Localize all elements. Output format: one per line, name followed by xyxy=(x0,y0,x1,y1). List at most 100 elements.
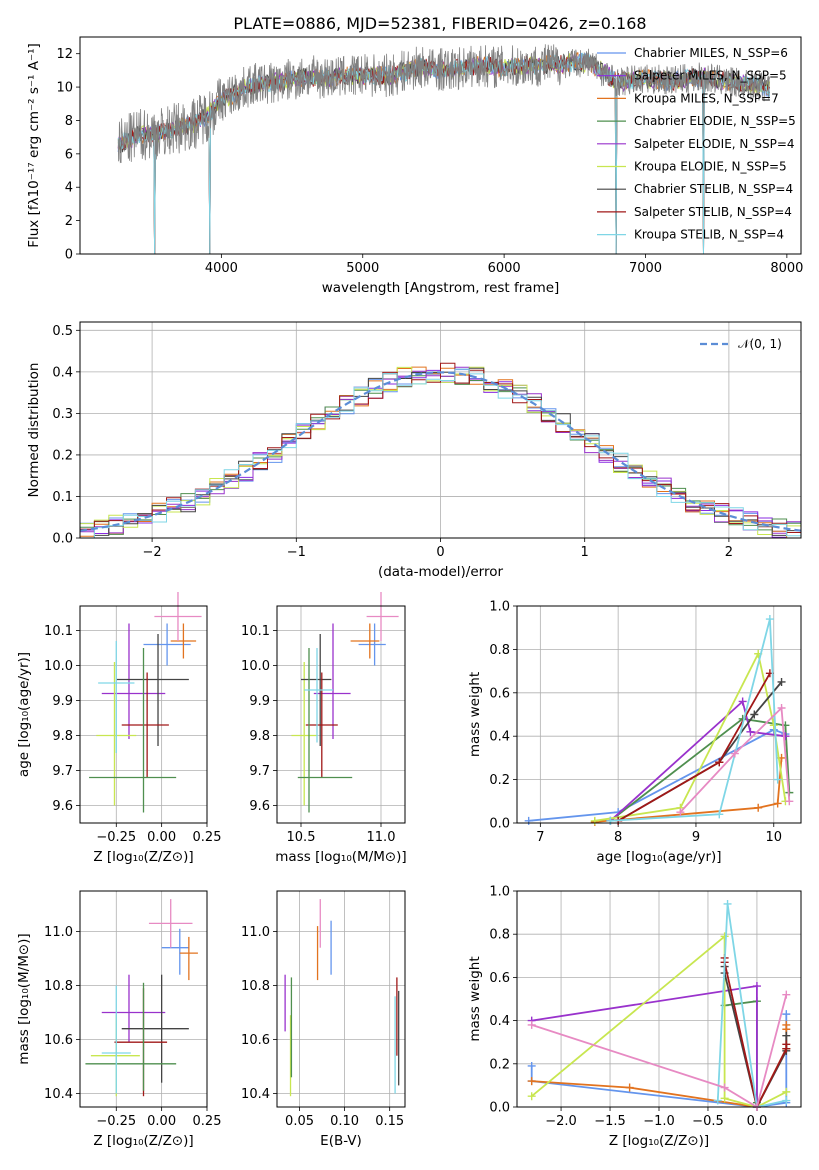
axes-frame xyxy=(276,890,406,1108)
x-tick-label: 7 xyxy=(536,830,544,845)
x-tick-label: 1 xyxy=(581,545,589,560)
axes-frame xyxy=(79,890,208,1108)
data-spectrum xyxy=(117,44,770,164)
y-tick-label: 11.0 xyxy=(44,925,73,940)
legend-label: Kroupa MILES, N_SSP=7 xyxy=(634,91,779,105)
y-tick-label: 6 xyxy=(65,147,73,162)
weight-line-pink xyxy=(531,994,788,1107)
x-tick-label: −1.5 xyxy=(594,1114,626,1129)
weight-marker-kroupa_miles xyxy=(625,1083,634,1092)
x-tick-label: 9 xyxy=(692,830,700,845)
y-axis-label: mass weight xyxy=(467,956,483,1041)
x-tick-label: 10 xyxy=(765,830,782,845)
x-tick-label: 5000 xyxy=(346,261,379,276)
x-tick-label: 0.00 xyxy=(147,1114,176,1129)
y-tick-label: 0.8 xyxy=(489,928,510,943)
chart-title: PLATE=0886, MJD=52381, FIBERID=0426, z=0… xyxy=(233,14,646,33)
x-tick-label: −0.5 xyxy=(692,1114,724,1129)
legend-label: Kroupa STELIB, N_SSP=4 xyxy=(634,228,784,242)
x-tick-label: 2 xyxy=(725,545,733,560)
chart-3: 10.5 11.0 9.6 9.7 9.8 9.9 10.0 10.1 mass [log₁₀(… xyxy=(241,592,407,865)
weight-marker-salpeter_elodie xyxy=(746,727,755,736)
axes-frame xyxy=(79,605,208,824)
y-tick-label: 0.6 xyxy=(489,686,510,701)
y-tick-label: 10.0 xyxy=(241,659,270,674)
weight-marker-pink xyxy=(676,808,685,817)
x-tick-label: 10.5 xyxy=(287,830,316,845)
x-tick-label: −2.0 xyxy=(545,1114,577,1129)
x-axis-label: Z [log₁₀(Z/Z⊙)] xyxy=(93,849,193,865)
y-tick-label: 0.8 xyxy=(489,643,510,658)
axes-frame xyxy=(516,890,802,1108)
y-tick-label: 0.0 xyxy=(489,1101,510,1116)
x-tick-label: 0 xyxy=(436,545,444,560)
legend-label: Salpeter MILES, N_SSP=5 xyxy=(634,69,787,83)
chart-5: −0.25 0.00 0.25 10.4 10.6 10.8 11.0 Z [log₁₀(Z/… xyxy=(16,890,222,1149)
x-tick-label: 0.00 xyxy=(147,830,176,845)
x-tick-label: 0.10 xyxy=(330,1114,359,1129)
weight-line-chabrier_stelib xyxy=(723,966,788,1107)
weight-marker-kroupa_miles xyxy=(782,1020,791,1029)
legend-label: Salpeter ELODIE, N_SSP=4 xyxy=(634,137,795,151)
y-tick-label: 0.4 xyxy=(489,1014,510,1029)
y-tick-label: 8 xyxy=(65,114,73,129)
y-tick-label: 1.0 xyxy=(489,600,510,615)
weight-line-kroupa_elodie xyxy=(594,651,787,822)
y-tick-label: 10.4 xyxy=(44,1087,73,1102)
y-tick-label: 10.4 xyxy=(241,1087,270,1102)
x-tick-label: 6000 xyxy=(488,261,521,276)
x-axis-label: Z [log₁₀(Z/Z⊙)] xyxy=(609,1133,709,1149)
weight-line-salpeter_elodie xyxy=(609,699,786,822)
x-tick-label: 0.15 xyxy=(375,1114,404,1129)
y-tick-label: 0.3 xyxy=(52,407,73,422)
y-tick-label: 2 xyxy=(65,214,73,229)
weight-line-kroupa_stelib xyxy=(610,618,779,822)
weight-marker-kroupa_miles xyxy=(527,1077,536,1086)
chart-4: 7 8 9 10 0.0 0.2 0.4 0.6 0.8 1.0 age [log₁₀(age/yr… xyxy=(467,600,802,865)
x-tick-label: 0.25 xyxy=(193,1114,222,1129)
y-tick-label: 10.6 xyxy=(241,1033,270,1048)
weight-marker-kroupa_elodie xyxy=(769,721,778,730)
weight-marker-kroupa_miles xyxy=(754,803,763,812)
weight-line-kroupa_miles xyxy=(594,757,783,823)
weight-marker-chabrier_miles xyxy=(782,1010,791,1019)
normal-curve xyxy=(80,371,801,532)
x-tick-label: −0.25 xyxy=(96,1114,136,1129)
y-tick-label: 10.6 xyxy=(44,1033,73,1048)
legend-label: 𝒩(0, 1) xyxy=(738,337,782,351)
x-tick-label: 0.25 xyxy=(193,830,222,845)
weight-marker-salpeter_stelib xyxy=(715,758,724,767)
weight-marker-pink xyxy=(730,749,739,758)
legend-label: Chabrier MILES, N_SSP=6 xyxy=(634,46,788,60)
y-tick-label: 0.0 xyxy=(52,532,73,547)
y-axis-label: mass weight xyxy=(467,672,483,757)
weight-marker-kroupa_elodie xyxy=(590,816,599,825)
weight-marker-kroupa_stelib xyxy=(773,775,782,784)
weight-line-chabrier_elodie xyxy=(609,717,791,822)
weight-marker-kroupa_stelib xyxy=(715,810,724,819)
weight-marker-pink xyxy=(782,990,791,999)
y-tick-label: 10.8 xyxy=(44,979,73,994)
weight-marker-kroupa_elodie xyxy=(720,1094,729,1103)
x-tick-label: −2 xyxy=(143,545,162,560)
weight-line-kroupa_stelib xyxy=(716,903,787,1107)
y-tick-label: 12 xyxy=(56,47,73,62)
weight-marker-pink xyxy=(785,797,794,806)
y-tick-label: 0.2 xyxy=(489,1057,510,1072)
chart-7: −2.0 −1.5 −1.0 −0.5 0.0 0.0 0.2 0.4 0.6 0.8 1.0 Z [… xyxy=(467,885,802,1149)
x-tick-label: −1 xyxy=(287,545,306,560)
x-tick-label: 11.0 xyxy=(367,830,396,845)
y-tick-label: 10.1 xyxy=(241,624,270,639)
y-tick-label: 10.1 xyxy=(44,624,73,639)
weight-marker-kroupa_miles xyxy=(773,799,782,808)
chart-2: −0.25 0.00 0.25 9.6 9.7 9.8 9.9 10.0 10.1 Z [log₁… xyxy=(16,592,221,865)
y-tick-label: 9.8 xyxy=(52,729,73,744)
chart-1: −2 −1 0 1 2 0.0 0.1 0.2 0.3 0.4 0.5 (data-model)/er… xyxy=(26,321,802,580)
x-tick-label: 7000 xyxy=(629,261,662,276)
axes-frame xyxy=(516,605,802,824)
weight-marker-salpeter_elodie xyxy=(738,697,747,706)
weight-line-chabrier_miles xyxy=(528,728,786,822)
y-tick-label: 0.1 xyxy=(52,490,73,505)
x-axis-label: wavelength [Angstrom, rest frame] xyxy=(322,280,560,296)
x-axis-label: E(B-V) xyxy=(320,1133,362,1149)
